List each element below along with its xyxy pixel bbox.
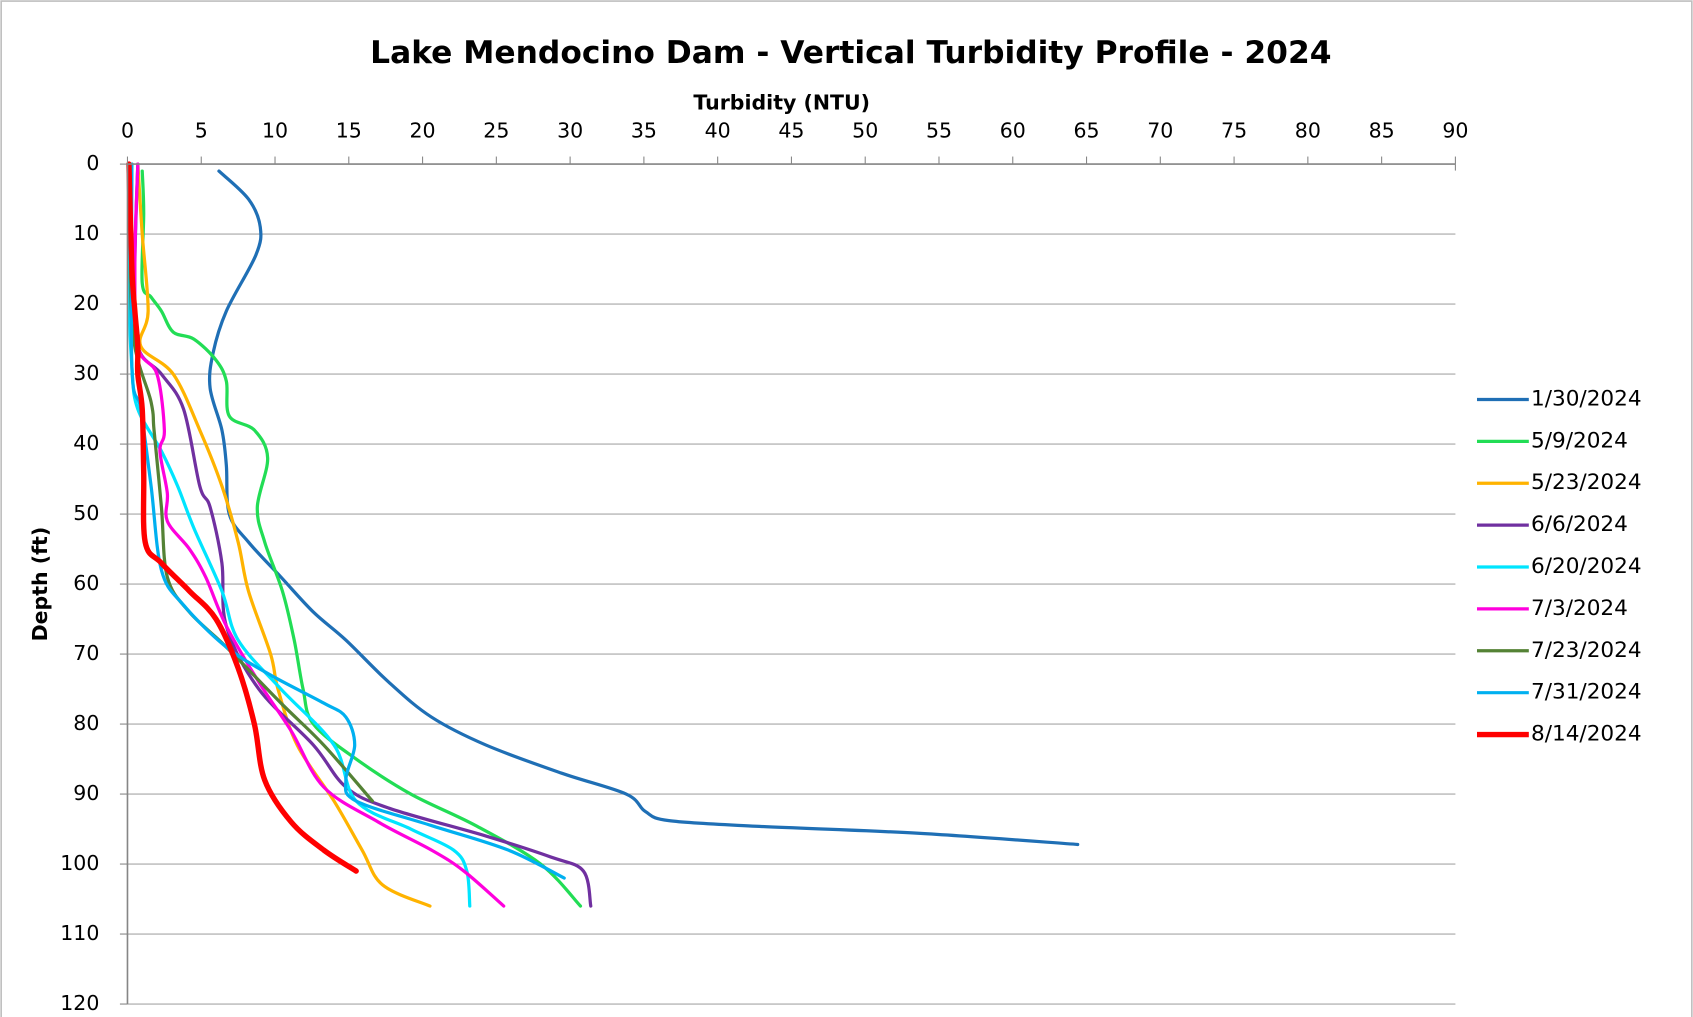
- x-tick-label: 80: [1295, 119, 1321, 143]
- y-tick-label: 50: [73, 501, 99, 525]
- x-tick-label: 65: [1073, 119, 1099, 143]
- lines: [126, 161, 1080, 908]
- x-tick-label: 40: [705, 119, 731, 143]
- y-tick-label: 80: [73, 711, 99, 735]
- profile-line: [133, 162, 506, 908]
- profile-line: [126, 161, 359, 874]
- x-tick-label: 5: [195, 119, 208, 143]
- x-tick-label: 90: [1442, 119, 1468, 143]
- y-tick-label: 0: [86, 151, 99, 175]
- chart-title: Lake Mendocino Dam - Vertical Turbidity …: [370, 35, 1331, 71]
- x-tick-label: 70: [1147, 119, 1173, 143]
- y-tick-label: 40: [73, 431, 99, 455]
- legend-label: 5/9/2024: [1531, 428, 1628, 453]
- x-tick-label: 60: [1000, 119, 1026, 143]
- x-tick-label: 0: [121, 119, 134, 143]
- profile-line: [207, 169, 1080, 847]
- y-tick-label: 60: [73, 571, 99, 595]
- profile-line: [136, 162, 432, 908]
- x-tick-label: 30: [557, 119, 583, 143]
- x-tick-label: 55: [926, 119, 952, 143]
- axes: 0 10 20 30 40 50 60 70 80 90 100 110 120 0 5 10 15 20 25 30…: [60, 119, 1468, 1015]
- legend-label: 7/31/2024: [1531, 680, 1642, 705]
- y-tick-label: 20: [73, 291, 99, 315]
- y-tick-label: 110: [60, 921, 99, 945]
- x-tick-label: 25: [483, 119, 509, 143]
- x-tick-label: 50: [852, 119, 878, 143]
- x-tick-label: 75: [1221, 119, 1247, 143]
- x-tick-label: 45: [778, 119, 804, 143]
- y-tick-label: 30: [73, 361, 99, 385]
- x-axis-title: Turbidity (NTU): [693, 91, 870, 115]
- x-tick-label: 10: [262, 119, 288, 143]
- legend-label: 6/20/2024: [1531, 554, 1642, 579]
- y-tick-label: 100: [60, 851, 99, 875]
- legend-label: 7/3/2024: [1531, 596, 1628, 621]
- x-tick-label: 85: [1369, 119, 1395, 143]
- x-tick-label: 35: [631, 119, 657, 143]
- y-tick-label: 90: [73, 781, 99, 805]
- x-tick-label: 20: [410, 119, 436, 143]
- legend-label: 6/6/2024: [1531, 512, 1628, 537]
- legend-label: 5/23/2024: [1531, 470, 1642, 495]
- legend-label: 1/30/2024: [1531, 386, 1642, 411]
- profile-line: [140, 169, 583, 908]
- legend-label: 7/23/2024: [1531, 638, 1642, 663]
- y-axis-title: Depth (ft): [28, 527, 52, 642]
- y-tick-label: 120: [60, 991, 99, 1015]
- legend-label: 8/14/2024: [1531, 722, 1642, 747]
- x-tick-label: 15: [336, 119, 362, 143]
- legend: 1/30/2024 5/9/2024 5/23/2024 6/6/2024 6/20/2…: [1476, 386, 1642, 747]
- y-tick-label: 70: [73, 641, 99, 665]
- y-tick-label: 10: [73, 221, 99, 245]
